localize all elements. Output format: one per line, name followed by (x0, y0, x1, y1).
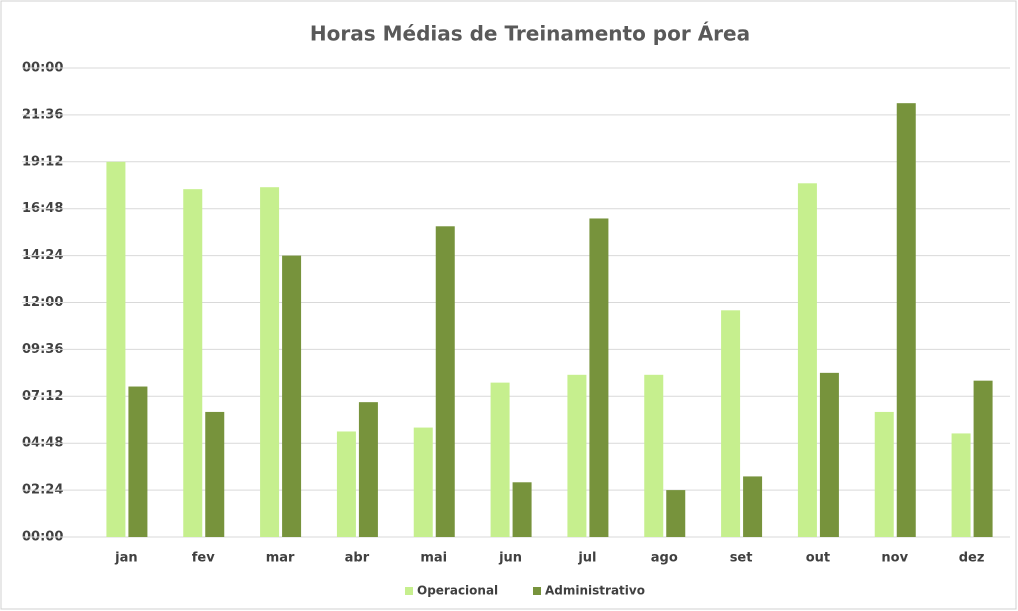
bar (743, 476, 763, 537)
bar (644, 374, 664, 537)
x-tick-label: mai (420, 551, 447, 566)
x-tick-label: jul (577, 551, 596, 566)
x-tick-label: dez (959, 551, 985, 566)
x-tick-label: abr (345, 551, 370, 566)
bar (260, 187, 280, 537)
x-tick-label: fev (192, 551, 215, 566)
legend-swatch (405, 587, 413, 595)
x-tick-label: jan (114, 551, 137, 566)
bar (512, 482, 532, 537)
legend-label: Administrativo (545, 584, 645, 598)
x-tick-label: set (730, 551, 753, 566)
bar (413, 427, 433, 537)
bar (128, 386, 148, 537)
bar (183, 189, 203, 538)
bar (490, 382, 510, 537)
bar (358, 402, 378, 537)
bar (282, 255, 302, 537)
x-tick-label: nov (881, 551, 908, 566)
chart-title: Horas Médias de Treinamento por Área (310, 22, 750, 46)
bar (721, 310, 741, 537)
bar (567, 374, 587, 537)
bar (973, 380, 993, 537)
bar (666, 490, 686, 537)
bar (797, 183, 817, 537)
bar (951, 433, 971, 537)
legend-swatch (533, 587, 541, 595)
bar (874, 411, 894, 537)
bar (336, 431, 356, 537)
bar (106, 161, 126, 538)
bar (819, 372, 839, 537)
x-tick-label: ago (651, 551, 678, 566)
x-tick-label: mar (266, 551, 295, 566)
x-tick-label: jun (498, 551, 522, 566)
legend-label: Operacional (417, 584, 498, 598)
bar (205, 411, 225, 537)
bar (896, 103, 916, 538)
bar (435, 226, 455, 537)
bar (589, 218, 609, 538)
x-tick-label: out (806, 551, 830, 566)
